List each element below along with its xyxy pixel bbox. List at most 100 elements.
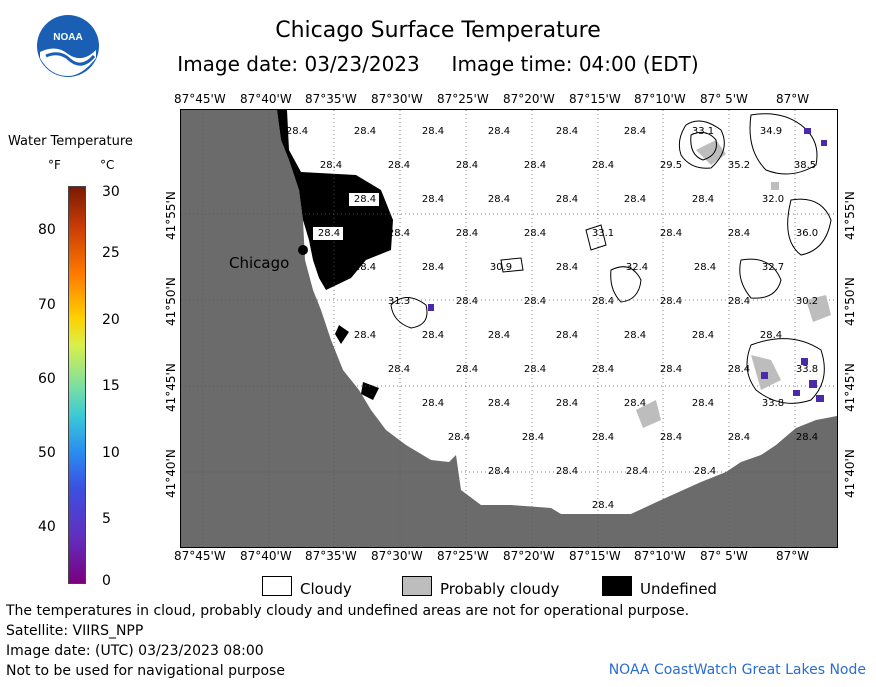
temp-label: 28.4 [448, 432, 470, 443]
temp-label: 28.4 [522, 432, 544, 443]
temp-label: 28.4 [796, 432, 818, 443]
temp-label: 28.4 [488, 330, 510, 341]
temp-label: 28.4 [354, 126, 376, 137]
temp-label: 28.4 [388, 228, 410, 239]
temp-label: 30.9 [490, 262, 512, 273]
undefined-area-3 [361, 382, 379, 400]
lat-label-right: 41°55'N [843, 191, 857, 240]
lon-label-top: 87° 5'W [700, 92, 748, 106]
temperature-colorbar [68, 186, 86, 584]
image-date-time: Image date: 03/23/2023 Image time: 04:00… [177, 52, 699, 76]
temp-label: 28.4 [624, 398, 646, 409]
lon-label-bottom: 87°15'W [569, 549, 621, 563]
temp-label: 28.4 [692, 330, 714, 341]
f-tick: 60 [38, 371, 56, 387]
temp-label: 28.4 [760, 330, 782, 341]
temp-label: 28.4 [624, 330, 646, 341]
temp-label: 28.4 [592, 500, 614, 511]
legend-label-undefined: Undefined [640, 580, 717, 598]
temp-label: 28.4 [624, 126, 646, 137]
temp-label: 29.5 [660, 160, 682, 171]
lon-label-top: 87°20'W [503, 92, 555, 106]
temperature-map: 28.4 28.4 28.4 28.4 28.4 28.4 33.1 34.9 … [180, 109, 838, 548]
disclaimer-text: The temperatures in cloud, probably clou… [6, 603, 690, 619]
lon-label-bottom: 87°45'W [174, 549, 226, 563]
noaa-logo: NOAA [36, 14, 100, 78]
lat-label-right: 41°45'N [843, 363, 857, 412]
temp-label: 28.4 [318, 228, 340, 239]
temp-label: 28.4 [692, 398, 714, 409]
lat-label-left: 41°45'N [164, 363, 178, 412]
temp-label: 28.4 [556, 194, 578, 205]
temp-label: 28.4 [660, 228, 682, 239]
lon-label-top: 87°W [776, 92, 810, 106]
c-tick: 30 [102, 184, 120, 200]
lat-label-left: 41°40'N [164, 449, 178, 498]
temp-label: 28.4 [388, 364, 410, 375]
temp-label: 28.4 [728, 296, 750, 307]
temp-label: 28.4 [592, 296, 614, 307]
unit-celsius: °C [100, 158, 115, 172]
legend-swatch-undefined [602, 576, 632, 596]
lon-label-bottom: 87°20'W [503, 549, 555, 563]
lat-label-left: 41°50'N [164, 277, 178, 326]
temp-label: 28.4 [388, 160, 410, 171]
temp-label: 28.4 [456, 364, 478, 375]
temp-label: 28.4 [592, 432, 614, 443]
temp-label: 28.4 [354, 330, 376, 341]
temp-label: 28.4 [556, 398, 578, 409]
temp-label: 28.4 [556, 262, 578, 273]
temp-label: 28.4 [456, 160, 478, 171]
temp-label: 28.4 [660, 432, 682, 443]
temp-label: 28.4 [286, 126, 308, 137]
lon-label-bottom: 87°25'W [437, 549, 489, 563]
chicago-marker [298, 245, 308, 255]
lon-label-bottom: 87°35'W [305, 549, 357, 563]
temp-label: 28.4 [524, 364, 546, 375]
temp-label: 28.4 [626, 466, 648, 477]
temp-label: 28.4 [488, 194, 510, 205]
lon-label-bottom: 87°10'W [634, 549, 686, 563]
undefined-area-2 [335, 325, 349, 344]
legend-swatch-cloudy [262, 576, 292, 596]
lon-label-top: 87°35'W [305, 92, 357, 106]
lon-label-top: 87°25'W [437, 92, 489, 106]
temp-label: 28.4 [524, 228, 546, 239]
lon-label-top: 87°30'W [371, 92, 423, 106]
temp-label: 28.4 [422, 126, 444, 137]
lon-label-top: 87°10'W [634, 92, 686, 106]
lon-label-top: 87°15'W [569, 92, 621, 106]
legend-swatch-probably-cloudy [402, 576, 432, 596]
temp-label: 28.4 [728, 432, 750, 443]
temp-label: 28.4 [592, 364, 614, 375]
temp-label: 28.4 [488, 398, 510, 409]
svg-text:NOAA: NOAA [53, 32, 82, 43]
temp-label: 28.4 [354, 262, 376, 273]
temp-label: 28.4 [422, 330, 444, 341]
temp-label: 31.3 [388, 296, 410, 307]
credit-text: NOAA CoastWatch Great Lakes Node [608, 662, 866, 678]
f-tick: 70 [38, 297, 56, 313]
f-tick: 40 [38, 519, 56, 535]
utc-date-text: Image date: (UTC) 03/23/2023 08:00 [6, 643, 264, 659]
temp-label: 34.9 [760, 126, 782, 137]
temp-label: 28.4 [694, 466, 716, 477]
temp-label: 28.4 [456, 228, 478, 239]
lat-label-left: 41°55'N [164, 191, 178, 240]
temp-label: 28.4 [488, 466, 510, 477]
temp-label: 32.4 [626, 262, 648, 273]
temp-label: 28.4 [694, 262, 716, 273]
lon-label-bottom: 87°W [776, 549, 810, 563]
temp-label: 28.4 [524, 160, 546, 171]
temp-label: 38.5 [794, 160, 816, 171]
lon-label-bottom: 87°40'W [240, 549, 292, 563]
c-tick: 10 [102, 445, 120, 461]
legend-label-probably-cloudy: Probably cloudy [440, 580, 560, 598]
undefined-area [277, 110, 393, 290]
temp-label: 28.4 [624, 194, 646, 205]
temp-label: 28.4 [488, 126, 510, 137]
c-tick: 20 [102, 312, 120, 328]
c-tick: 15 [102, 378, 120, 394]
temp-label: 28.4 [320, 160, 342, 171]
temp-label: 28.4 [660, 364, 682, 375]
